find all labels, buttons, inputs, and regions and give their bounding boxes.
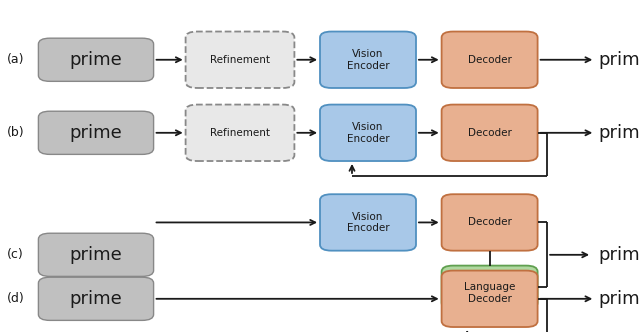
FancyBboxPatch shape xyxy=(38,277,154,320)
Text: (d): (d) xyxy=(6,292,24,305)
Text: prime: prime xyxy=(70,51,122,69)
Text: Decoder: Decoder xyxy=(468,294,511,304)
Text: Language: Language xyxy=(464,282,515,292)
Text: Decoder: Decoder xyxy=(468,55,511,65)
Text: (b): (b) xyxy=(6,126,24,139)
Text: Refinement: Refinement xyxy=(210,55,270,65)
FancyBboxPatch shape xyxy=(442,32,538,88)
Text: Decoder: Decoder xyxy=(468,128,511,138)
Text: Vision
Encoder: Vision Encoder xyxy=(347,122,389,144)
Text: prime: prime xyxy=(598,51,640,69)
FancyBboxPatch shape xyxy=(320,105,416,161)
FancyBboxPatch shape xyxy=(320,194,416,251)
Text: Refinement: Refinement xyxy=(210,128,270,138)
FancyBboxPatch shape xyxy=(442,271,538,327)
Text: prime: prime xyxy=(70,124,122,142)
Text: prime: prime xyxy=(598,246,640,264)
Text: Vision
Encoder: Vision Encoder xyxy=(347,211,389,233)
Text: (a): (a) xyxy=(6,53,24,66)
FancyBboxPatch shape xyxy=(186,32,294,88)
Text: (c): (c) xyxy=(6,248,23,261)
Text: prime: prime xyxy=(598,290,640,308)
FancyBboxPatch shape xyxy=(320,32,416,88)
FancyBboxPatch shape xyxy=(38,111,154,154)
Text: Decoder: Decoder xyxy=(468,217,511,227)
FancyBboxPatch shape xyxy=(186,105,294,161)
Text: prime: prime xyxy=(70,246,122,264)
FancyBboxPatch shape xyxy=(442,194,538,251)
Text: prime: prime xyxy=(598,124,640,142)
FancyBboxPatch shape xyxy=(442,266,538,309)
FancyBboxPatch shape xyxy=(38,233,154,276)
Text: prime: prime xyxy=(70,290,122,308)
Text: Vision
Encoder: Vision Encoder xyxy=(347,49,389,71)
FancyBboxPatch shape xyxy=(442,105,538,161)
FancyBboxPatch shape xyxy=(38,38,154,81)
